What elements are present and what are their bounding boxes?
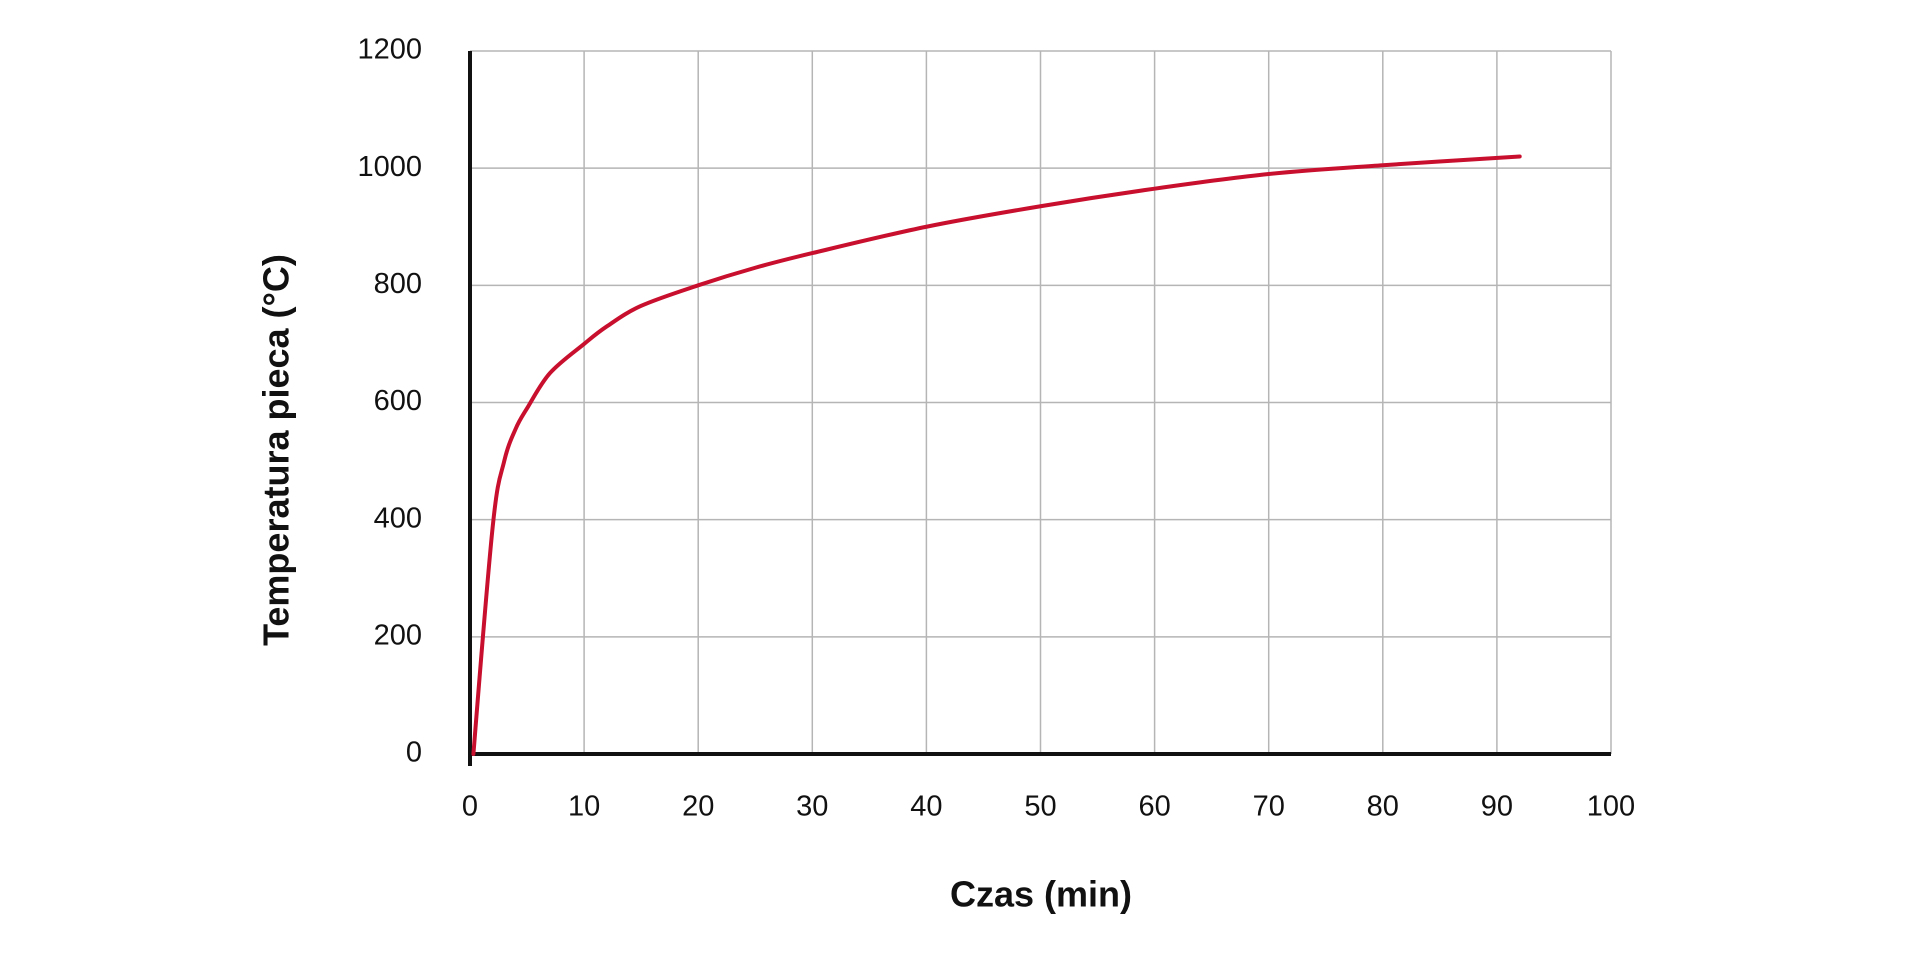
x-tick-label: 40 — [910, 791, 942, 823]
x-tick-label: 0 — [462, 791, 478, 823]
y-tick-label: 0 — [406, 737, 422, 769]
y-axis-title: Temperatura pieca (°C) — [256, 254, 297, 646]
x-axis-title: Czas (min) — [950, 874, 1132, 915]
x-tick-label: 20 — [682, 791, 714, 823]
y-tick-label: 1000 — [357, 151, 422, 183]
x-tick-label: 10 — [568, 791, 600, 823]
x-tick-label: 70 — [1253, 791, 1285, 823]
y-tick-label: 600 — [374, 385, 422, 417]
x-tick-label: 50 — [1024, 791, 1056, 823]
y-tick-label: 400 — [374, 502, 422, 534]
y-tick-label: 800 — [374, 268, 422, 300]
line — [471, 154, 1522, 756]
x-tick-label: 90 — [1481, 791, 1513, 823]
x-tick-label: 100 — [1587, 791, 1635, 823]
y-tick-label: 200 — [374, 619, 422, 651]
y-tick-label: 1200 — [357, 34, 422, 66]
x-tick-label: 30 — [796, 791, 828, 823]
x-tick-label: 80 — [1367, 791, 1399, 823]
x-tick-label: 60 — [1138, 791, 1170, 823]
